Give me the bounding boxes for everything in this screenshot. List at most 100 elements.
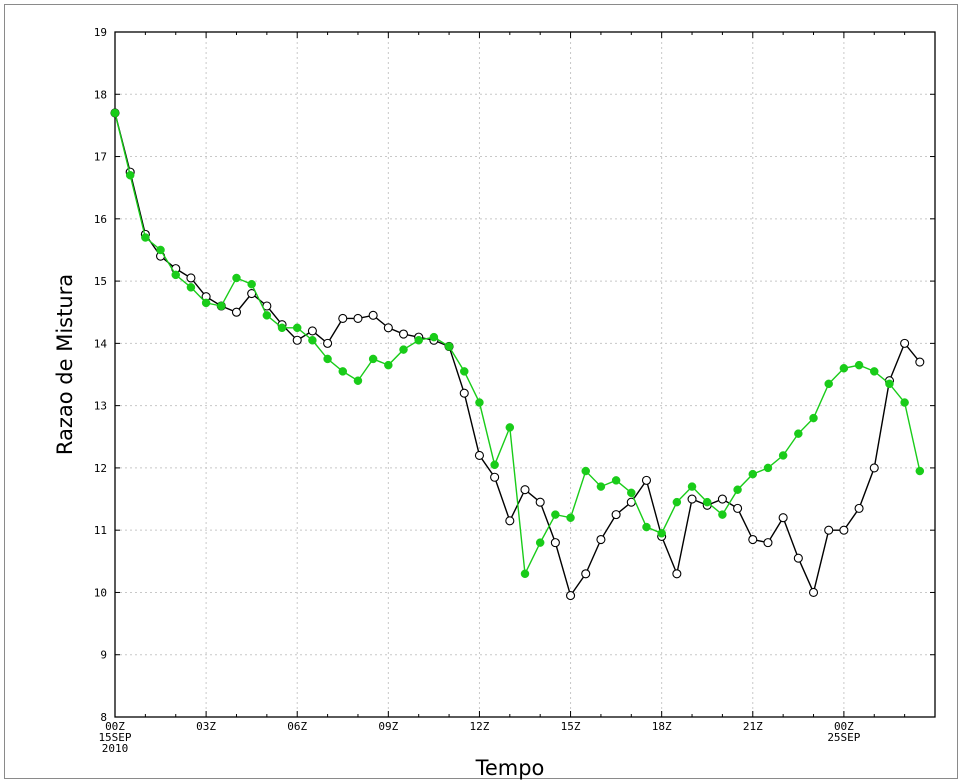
x-tick-label-line: 25SEP — [827, 731, 860, 744]
x-tick-label: 09Z — [378, 720, 398, 733]
x-tick-label-line: 15SEP — [98, 731, 131, 744]
data-point-filled — [323, 354, 332, 364]
data-point-filled — [475, 398, 484, 407]
data-point-filled — [490, 460, 499, 470]
x-tick-label-line: 2010 — [102, 742, 129, 755]
data-point-filled — [535, 538, 545, 547]
data-point-filled — [262, 311, 272, 320]
data-point-filled — [702, 497, 712, 507]
data-point-filled — [308, 336, 317, 345]
y-tick-label: 10 — [94, 586, 107, 599]
data-point-open — [398, 329, 409, 339]
data-point-open — [672, 569, 682, 579]
x-tick-label-line: 00Z — [105, 720, 125, 733]
data-point-open — [748, 534, 758, 545]
data-point-filled — [429, 332, 439, 342]
data-point-filled — [232, 273, 241, 283]
y-tick-label: 14 — [94, 337, 108, 350]
x-tick-label-line: 18Z — [652, 720, 672, 733]
data-point-filled — [368, 354, 378, 364]
data-point-filled — [915, 466, 925, 476]
y-tick-label: 13 — [94, 400, 107, 413]
data-point-filled — [444, 342, 454, 351]
data-point-open — [717, 494, 727, 504]
data-point-open — [778, 513, 788, 523]
data-point-open — [763, 538, 773, 548]
data-point-filled — [581, 466, 590, 476]
x-tick-label-line: 21Z — [743, 720, 763, 733]
data-point-open — [474, 450, 484, 461]
data-point-filled — [156, 245, 165, 255]
x-tick-label-line: 03Z — [196, 720, 216, 733]
plot-area — [115, 32, 935, 717]
data-point-filled — [642, 522, 651, 532]
data-point-filled — [824, 379, 833, 389]
y-tick-label: 8 — [100, 711, 107, 724]
data-point-open — [520, 485, 530, 495]
x-tick-label: 12Z — [470, 720, 490, 733]
data-point-filled — [414, 336, 423, 345]
data-point-filled — [277, 323, 287, 333]
data-point-filled — [353, 376, 363, 385]
data-point-filled — [657, 529, 666, 538]
data-point-filled — [839, 364, 849, 373]
data-point-open — [915, 357, 925, 367]
data-point-filled — [125, 170, 135, 180]
data-point-open — [292, 335, 302, 345]
data-point-filled — [763, 463, 773, 473]
data-point-filled — [171, 270, 180, 280]
y-tick-label: 18 — [94, 88, 107, 101]
y-tick-label: 12 — [94, 462, 107, 475]
data-point-filled — [566, 513, 575, 522]
data-point-filled — [505, 423, 515, 432]
plot-border — [114, 31, 936, 718]
data-point-filled — [672, 497, 682, 507]
data-point-open — [566, 591, 576, 601]
data-point-open — [383, 323, 393, 333]
chart-frame — [4, 4, 958, 779]
y-tick-label: 15 — [94, 275, 107, 288]
data-point-filled — [217, 301, 226, 311]
data-point-open — [687, 494, 697, 504]
y-tick-label: 16 — [94, 213, 107, 226]
x-tick-label: 15Z — [561, 720, 581, 733]
y-tick-label: 9 — [100, 649, 107, 662]
x-tick-label-line: 06Z — [287, 720, 307, 733]
y-tick-label: 11 — [94, 524, 107, 537]
data-point-filled — [733, 485, 742, 494]
data-point-filled — [794, 429, 803, 438]
x-axis-title: Tempo — [475, 756, 545, 780]
data-point-open — [793, 553, 803, 563]
data-point-open — [353, 313, 363, 324]
x-tick-label: 18Z — [652, 720, 672, 733]
x-tick-label-line: 12Z — [470, 720, 490, 733]
y-axis-title: Razao de Mistura — [53, 274, 77, 455]
data-point-filled — [748, 469, 758, 479]
data-point-open — [900, 338, 910, 348]
data-point-filled — [384, 360, 393, 370]
data-point-open — [459, 388, 469, 398]
data-point-filled — [520, 569, 530, 579]
data-point-filled — [338, 367, 348, 376]
data-point-filled — [854, 360, 864, 370]
data-point-open — [824, 525, 834, 535]
data-point-open — [641, 475, 652, 485]
x-tick-label: 21Z — [743, 720, 763, 733]
data-point-open — [733, 503, 743, 513]
data-point-open — [307, 326, 317, 336]
data-point-open — [839, 525, 849, 535]
data-point-filled — [809, 413, 818, 423]
data-point-open — [535, 497, 545, 507]
data-point-open — [231, 307, 242, 317]
data-point-filled — [201, 298, 211, 308]
x-tick-label: 06Z — [287, 720, 307, 733]
data-point-filled — [292, 323, 302, 333]
data-point-filled — [141, 233, 150, 242]
data-point-open — [550, 538, 560, 548]
data-point-filled — [596, 482, 606, 491]
data-point-open — [368, 310, 378, 320]
data-point-filled — [460, 367, 469, 376]
data-point-open — [596, 534, 606, 545]
